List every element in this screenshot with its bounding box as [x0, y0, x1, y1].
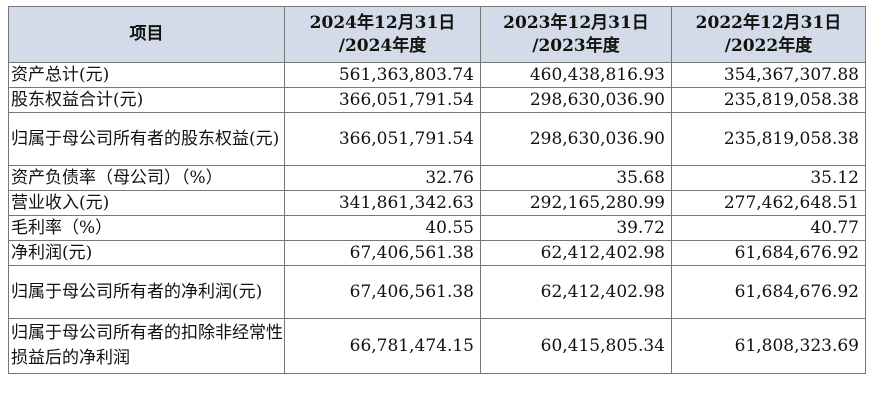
cell-2022: 354,367,307.88: [671, 62, 866, 88]
table-row: 净利润(元) 67,406,561.38 62,412,402.98 61,68…: [8, 240, 866, 266]
cell-2022: 61,684,676.92: [671, 240, 866, 266]
cell-2023: 292,165,280.99: [480, 190, 672, 216]
cell-2022: 35.12: [671, 165, 866, 191]
header-item: 项目: [8, 6, 285, 63]
cell-2022: 235,819,058.38: [671, 87, 866, 113]
cell-2024: 67,406,561.38: [284, 265, 481, 319]
cell-2023: 298,630,036.90: [480, 87, 672, 113]
cell-2023: 60,415,805.34: [480, 318, 672, 374]
cell-2022: 40.77: [671, 215, 866, 241]
cell-2024: 66,781,474.15: [284, 318, 481, 374]
row-label: 营业收入(元): [8, 190, 285, 216]
header-2022-date: 2022年12月31日: [695, 12, 842, 33]
table-row: 股东权益合计(元) 366,051,791.54 298,630,036.90 …: [8, 87, 866, 113]
cell-2024: 40.55: [284, 215, 481, 241]
cell-2022: 277,462,648.51: [671, 190, 866, 216]
cell-2023: 460,438,816.93: [480, 62, 672, 88]
cell-2024: 561,363,803.74: [284, 62, 481, 88]
cell-2024: 366,051,791.54: [284, 87, 481, 113]
row-label: 归属于母公司所有者的扣除非经常性损益后的净利润: [8, 318, 285, 374]
header-2024-year: /2024年度: [338, 35, 427, 56]
row-label: 毛利率（%）: [8, 215, 285, 241]
cell-2024: 32.76: [284, 165, 481, 191]
cell-2023: 298,630,036.90: [480, 112, 672, 166]
financial-summary-table: 项目 2024年12月31日 /2024年度 2023年12月31日 /2023…: [8, 6, 866, 374]
header-2024-date: 2024年12月31日: [309, 12, 456, 33]
table-row: 毛利率（%） 40.55 39.72 40.77: [8, 215, 866, 241]
header-2022-year: /2022年度: [724, 35, 813, 56]
table-row: 资产总计(元) 561,363,803.74 460,438,816.93 35…: [8, 62, 866, 88]
row-label: 归属于母公司所有者的净利润(元): [8, 265, 285, 319]
header-2022: 2022年12月31日 /2022年度: [671, 6, 866, 63]
table-row: 归属于母公司所有者的净利润(元) 67,406,561.38 62,412,40…: [8, 265, 866, 319]
cell-2023: 62,412,402.98: [480, 265, 672, 319]
table-row: 归属于母公司所有者的扣除非经常性损益后的净利润 66,781,474.15 60…: [8, 318, 866, 374]
cell-2024: 341,861,342.63: [284, 190, 481, 216]
cell-2022: 61,808,323.69: [671, 318, 866, 374]
table-row: 归属于母公司所有者的股东权益(元) 366,051,791.54 298,630…: [8, 112, 866, 166]
table-row: 营业收入(元) 341,861,342.63 292,165,280.99 27…: [8, 190, 866, 216]
row-label: 资产总计(元): [8, 62, 285, 88]
header-2023-year: /2023年度: [532, 35, 620, 56]
cell-2023: 35.68: [480, 165, 672, 191]
cell-2022: 61,684,676.92: [671, 265, 866, 319]
header-2023-date: 2023年12月31日: [503, 12, 649, 33]
cell-2024: 67,406,561.38: [284, 240, 481, 266]
row-label: 资产负债率（母公司）（%）: [8, 165, 285, 191]
cell-2023: 62,412,402.98: [480, 240, 672, 266]
table-row: 资产负债率（母公司）（%） 32.76 35.68 35.12: [8, 165, 866, 191]
row-label: 归属于母公司所有者的股东权益(元): [8, 112, 285, 166]
header-item-text: 项目: [129, 24, 164, 44]
cell-2023: 39.72: [480, 215, 672, 241]
header-2023: 2023年12月31日 /2023年度: [480, 6, 672, 63]
cell-2022: 235,819,058.38: [671, 112, 866, 166]
cell-2024: 366,051,791.54: [284, 112, 481, 166]
table-header-row: 项目 2024年12月31日 /2024年度 2023年12月31日 /2023…: [8, 6, 866, 63]
header-2024: 2024年12月31日 /2024年度: [284, 6, 481, 63]
row-label: 净利润(元): [8, 240, 285, 266]
row-label: 股东权益合计(元): [8, 87, 285, 113]
